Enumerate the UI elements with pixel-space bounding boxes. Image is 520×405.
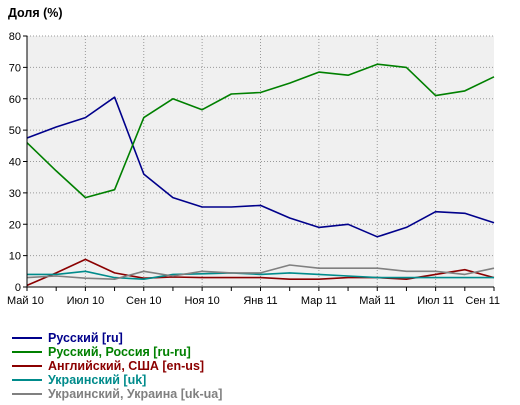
series-line-1: [26, 63, 495, 199]
legend-swatch: [12, 337, 42, 339]
legend-label: Английский, США [en-us]: [48, 359, 205, 373]
legend-label: Украинский, Украина [uk-ua]: [48, 387, 223, 401]
x-tick-label: Янв 11: [243, 295, 277, 307]
y-tick-label: 50: [9, 125, 21, 137]
legend-swatch: [12, 351, 42, 353]
legend-label: Украинский [uk]: [48, 373, 147, 387]
y-tick-label: 40: [9, 157, 21, 169]
legend-item: Русский [ru]: [12, 331, 222, 345]
legend-swatch: [12, 365, 42, 367]
y-tick-label: 20: [9, 219, 21, 231]
series-line-3: [27, 270, 494, 281]
y-tick-label: 70: [9, 62, 21, 74]
x-tick-label: Ноя 10: [184, 295, 219, 307]
y-tick-label: 30: [9, 188, 21, 200]
y-tick-label: 60: [9, 94, 21, 106]
line-chart: 0 10 20 30 40 50 60 70 80 Май 10 Июл 10 Сен 10 Ноя 1…: [7, 6, 500, 307]
legend-item: Русский, Россия [ru-ru]: [12, 345, 222, 359]
x-tick-label: Май 11: [359, 295, 395, 307]
x-tick-label: Сен 10: [126, 295, 161, 307]
legend-label: Русский [ru]: [48, 331, 123, 345]
chart-legend: Русский [ru] Русский, Россия [ru-ru] Англи…: [12, 331, 222, 401]
y-tick-label: 0: [15, 282, 21, 294]
y-tick-label: 80: [9, 31, 21, 43]
legend-item: Украинский [uk]: [12, 373, 222, 387]
legend-swatch: [12, 393, 42, 395]
chart-title: Доля (%): [8, 6, 63, 20]
legend-label: Русский, Россия [ru-ru]: [48, 345, 191, 359]
x-tick-label: Мар 11: [301, 295, 337, 307]
y-tick-label: 10: [9, 251, 21, 263]
series-line-0: [26, 96, 495, 238]
legend-item: Английский, США [en-us]: [12, 359, 222, 373]
series-line-4: [26, 264, 495, 281]
x-tick-label: Июл 10: [67, 295, 105, 307]
x-tick-label: Сен 11: [465, 295, 500, 307]
x-tick-label: Май 10: [7, 295, 44, 307]
legend-item: Украинский, Украина [uk-ua]: [12, 387, 222, 401]
x-tick-label: Июл 11: [417, 295, 454, 307]
legend-swatch: [12, 379, 42, 381]
